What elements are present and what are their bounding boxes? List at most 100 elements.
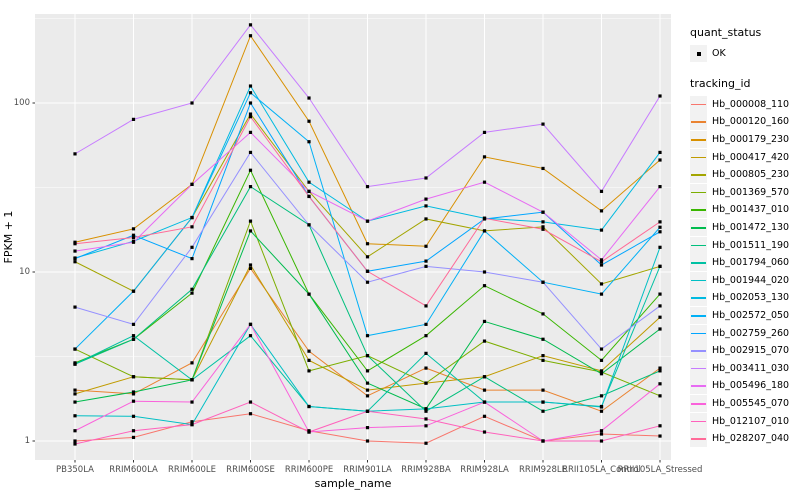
data-point bbox=[131, 375, 136, 379]
legend-key bbox=[690, 254, 707, 272]
legend-item-label: Hb_002053_130 bbox=[712, 292, 790, 304]
data-point bbox=[190, 287, 194, 291]
legend-key bbox=[690, 166, 707, 184]
data-point bbox=[190, 400, 194, 404]
data-point bbox=[658, 150, 662, 155]
data-point bbox=[658, 264, 662, 268]
data-point bbox=[541, 409, 545, 413]
x-tick-label: RRIM928LA bbox=[460, 465, 509, 475]
data-point bbox=[599, 189, 604, 193]
data-point bbox=[248, 115, 253, 119]
data-point bbox=[248, 185, 253, 189]
data-point bbox=[365, 280, 370, 284]
data-point bbox=[307, 404, 311, 409]
panel-background bbox=[35, 14, 671, 460]
data-point bbox=[541, 354, 545, 358]
x-tick-label: RRIM600SE bbox=[226, 465, 275, 475]
data-point bbox=[248, 23, 253, 27]
data-point bbox=[599, 429, 604, 433]
x-tick-label: RRII105LA_Stressed bbox=[617, 465, 703, 475]
legend-quant-title: quant_status bbox=[690, 26, 762, 39]
data-point bbox=[248, 334, 253, 338]
data-point bbox=[131, 435, 136, 440]
quant-ok-key bbox=[690, 45, 707, 63]
data-point bbox=[365, 369, 370, 373]
legend-item-label: Hb_002915_070 bbox=[712, 345, 790, 357]
data-point bbox=[307, 119, 311, 123]
data-point bbox=[658, 394, 662, 398]
data-point bbox=[599, 228, 604, 232]
data-point bbox=[307, 194, 311, 199]
data-point bbox=[248, 322, 253, 326]
data-point bbox=[248, 34, 253, 38]
data-point bbox=[541, 280, 545, 284]
legend-line-swatch bbox=[691, 279, 706, 282]
data-point bbox=[131, 399, 136, 403]
data-point bbox=[73, 260, 77, 264]
data-point bbox=[190, 101, 194, 105]
legend-item: Hb_002572_050 bbox=[690, 307, 798, 325]
data-point bbox=[365, 185, 370, 189]
data-point bbox=[365, 334, 370, 338]
data-point bbox=[658, 158, 662, 162]
data-point bbox=[658, 245, 662, 249]
legend-item-label: Hb_000120_160 bbox=[712, 116, 790, 128]
legend-line-swatch bbox=[691, 227, 706, 229]
data-point bbox=[73, 152, 77, 156]
data-point bbox=[307, 358, 311, 362]
data-point bbox=[190, 245, 194, 249]
data-point bbox=[541, 225, 545, 229]
data-point bbox=[73, 400, 77, 404]
data-point bbox=[424, 381, 428, 385]
legend-item-label: Hb_012107_010 bbox=[712, 415, 790, 427]
data-point bbox=[424, 244, 428, 248]
legend-line-swatch bbox=[691, 139, 706, 141]
data-point bbox=[248, 130, 253, 134]
data-point bbox=[482, 400, 487, 404]
data-point bbox=[248, 84, 253, 88]
legend-item-label: Hb_000179_230 bbox=[712, 134, 790, 146]
data-point bbox=[599, 370, 604, 374]
data-point bbox=[131, 322, 136, 326]
legend-item-label: Hb_001472_130 bbox=[712, 222, 790, 234]
legend-line-swatch bbox=[691, 420, 706, 423]
data-point bbox=[190, 225, 194, 229]
data-point bbox=[658, 382, 662, 386]
legend-item-label: Hb_001794_060 bbox=[712, 257, 790, 269]
data-point bbox=[424, 204, 428, 208]
legend-line-swatch bbox=[691, 156, 706, 159]
legend-item: Hb_005545_070 bbox=[690, 394, 798, 413]
data-point bbox=[424, 322, 428, 326]
legend-line-swatch bbox=[691, 103, 706, 106]
data-point bbox=[482, 388, 487, 392]
legend-item-label: Hb_000417_420 bbox=[712, 151, 790, 163]
legend-item: Hb_001437_010 bbox=[690, 201, 798, 219]
legend-tracking-title: tracking_id bbox=[690, 76, 751, 90]
x-tick-label: RRII105LA_Control bbox=[562, 465, 641, 475]
legend-item-label: Hb_005545_070 bbox=[712, 397, 790, 409]
data-point bbox=[131, 235, 136, 240]
legend-key bbox=[690, 324, 707, 342]
data-point bbox=[190, 361, 194, 365]
legend-line-swatch bbox=[691, 121, 706, 124]
data-point bbox=[482, 284, 487, 288]
data-point bbox=[131, 240, 136, 244]
data-point bbox=[73, 347, 77, 351]
data-point bbox=[131, 289, 136, 293]
data-point bbox=[131, 390, 136, 394]
legend-key bbox=[690, 377, 707, 395]
data-point bbox=[599, 372, 604, 376]
legend-key bbox=[690, 412, 707, 430]
legend-item-label: Hb_005496_180 bbox=[712, 380, 790, 392]
legend-line-swatch bbox=[691, 367, 706, 370]
legend-key bbox=[690, 131, 707, 149]
data-point bbox=[599, 439, 604, 443]
legend-item: Hb_000805_230 bbox=[690, 166, 798, 184]
legend-key bbox=[690, 95, 707, 113]
data-point bbox=[424, 409, 428, 413]
data-point bbox=[365, 219, 370, 223]
legend-key bbox=[690, 183, 707, 201]
data-point bbox=[424, 176, 428, 180]
legend-item-label: Hb_002759_260 bbox=[712, 327, 790, 339]
data-point bbox=[73, 388, 77, 392]
